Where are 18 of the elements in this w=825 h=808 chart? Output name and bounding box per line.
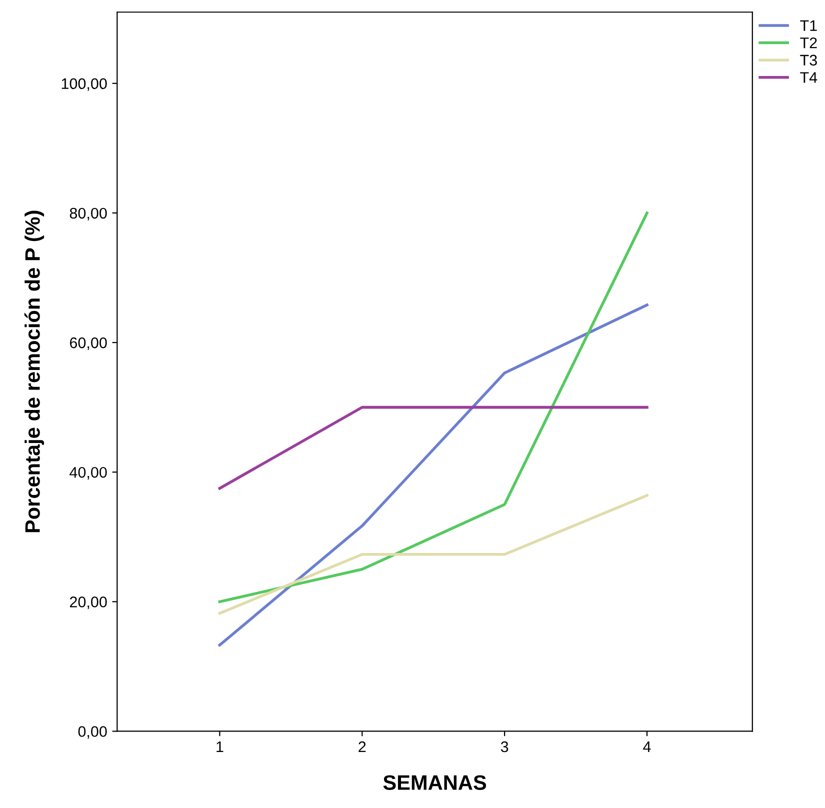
legend-label: T1: [800, 20, 817, 31]
legend-label: T2: [800, 37, 817, 48]
y-tick-label: 80,00: [70, 208, 107, 220]
line-series: [218, 304, 648, 646]
line-series: [218, 212, 648, 604]
legend-label: T4: [800, 72, 818, 83]
x-tick-label: 1: [216, 742, 224, 752]
legend-label: T3: [800, 54, 817, 66]
y-tick-label: 60,00: [70, 337, 107, 350]
y-axis-title: Porcentaje de remoción de P (%): [24, 210, 44, 532]
x-tick-label: 4: [643, 742, 651, 752]
y-tick-label: 20,00: [70, 596, 107, 610]
y-tick-label: 0,00: [78, 726, 107, 739]
x-axis-title: SEMANAS: [383, 775, 486, 790]
x-tick-label: 3: [500, 741, 508, 752]
y-tick-label: 100,00: [62, 78, 107, 91]
x-tick-label: 2: [358, 741, 366, 752]
y-tick-label: 40,00: [70, 466, 107, 480]
